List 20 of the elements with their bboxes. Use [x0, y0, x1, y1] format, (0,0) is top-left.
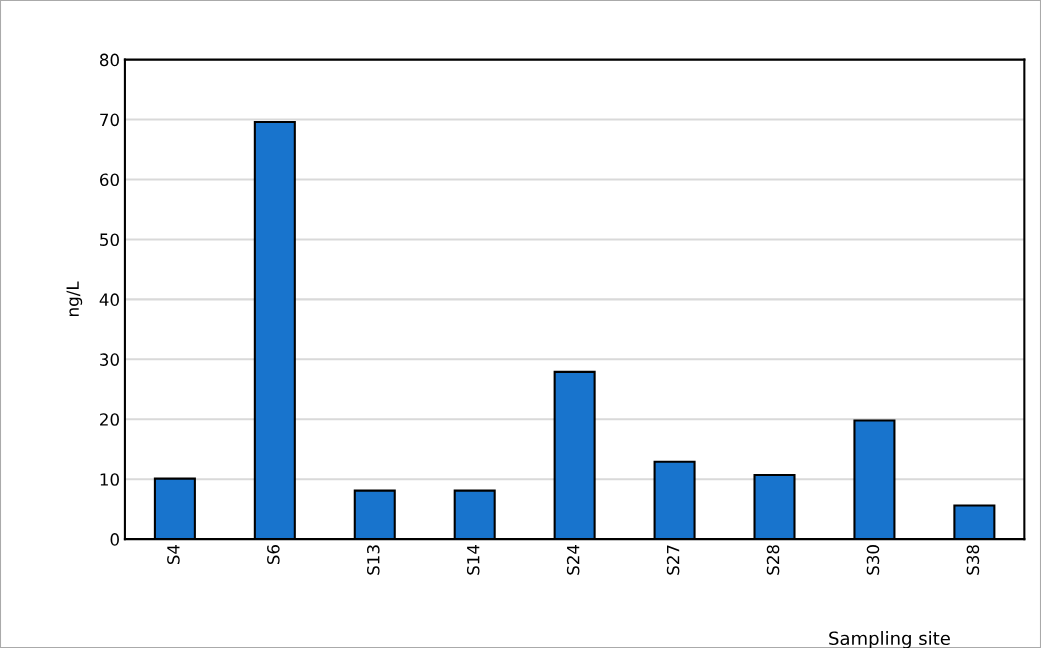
y-tick-label: 40 — [99, 293, 119, 306]
x-tick-label: S24 — [566, 544, 580, 575]
y-axis-title: ng/L — [66, 281, 83, 316]
x-tick-label: S27 — [666, 545, 680, 575]
x-tick-label: S4 — [167, 544, 180, 565]
y-tick-label: 80 — [99, 53, 119, 67]
x-tick-label: S14 — [466, 544, 480, 575]
x-tick-label: S30 — [866, 545, 880, 575]
y-tick-label: 30 — [100, 353, 119, 366]
y-tick-label: 0 — [110, 533, 119, 546]
x-tick-label: S6 — [267, 545, 280, 565]
y-tick-label: 10 — [100, 473, 119, 486]
y-tick-label: 20 — [100, 413, 119, 426]
x-axis-title: Sampling site — [829, 631, 950, 648]
x-tick-label: S28 — [766, 545, 780, 575]
y-tick-label: 50 — [100, 233, 119, 247]
x-tick-label: S13 — [366, 545, 380, 575]
x-tick-label: S38 — [966, 545, 980, 575]
y-tick-label: 60 — [100, 173, 119, 187]
y-tick-label: 70 — [100, 113, 119, 127]
